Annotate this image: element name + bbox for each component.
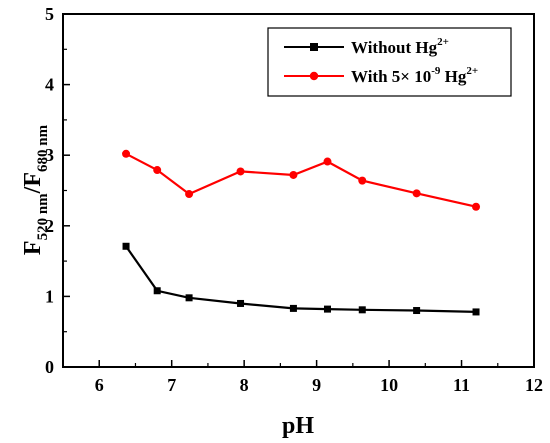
series-0-point — [185, 294, 193, 302]
x-tick-label: 7 — [167, 375, 176, 395]
legend-label-with-text2: Hg — [440, 67, 466, 86]
series-1-point — [323, 157, 332, 166]
series-0-point — [153, 287, 161, 295]
series-0-point — [237, 299, 245, 307]
y-axis-title-f1: F — [20, 240, 46, 255]
y-axis-title: F520 nm/F680 nm — [20, 124, 51, 255]
series-line-0 — [125, 245, 477, 313]
series-0-point — [122, 242, 130, 250]
x-tick-label: 10 — [380, 375, 398, 395]
legend-label-with-sup2: 2+ — [466, 65, 478, 77]
series-1-point — [289, 170, 298, 179]
legend-label-with-sup1: -9 — [431, 65, 441, 77]
series-layer — [122, 149, 481, 316]
series-0-point — [472, 308, 480, 316]
x-axis-ticks: 6 7 8 9 10 11 12 — [62, 360, 543, 395]
y-tick-label: 5 — [45, 4, 54, 24]
series-1-point — [358, 176, 367, 185]
y-tick-label: 2 — [45, 216, 54, 236]
legend-label-with-text: With 5× 10 — [351, 67, 431, 86]
legend-label-without-text: Without Hg — [351, 38, 438, 57]
series-line-1 — [125, 152, 477, 208]
x-tick-label: 6 — [95, 375, 104, 395]
y-tick-label: 4 — [45, 75, 54, 95]
legend-box — [267, 27, 512, 97]
y-tick-label: 1 — [45, 286, 54, 306]
series-1-point — [412, 189, 421, 198]
series-1-point — [122, 149, 131, 158]
series-0-point — [323, 305, 331, 313]
series-1-point — [153, 166, 162, 175]
legend-label-with: With 5× 10-9 Hg2+ — [351, 65, 478, 86]
series-0-point — [358, 306, 366, 314]
x-axis-title: pH — [282, 413, 314, 439]
y-tick-label: 3 — [45, 145, 54, 165]
y-axis-title-sub2: 680 nm — [35, 124, 51, 172]
y-tick-label: 0 — [45, 357, 54, 377]
x-tick-label: 11 — [453, 375, 470, 395]
x-tick-label: 8 — [240, 375, 249, 395]
legend-label-without: Without Hg2+ — [351, 36, 449, 57]
series-1-point — [185, 190, 194, 199]
series-0-point — [413, 307, 421, 315]
x-tick-label: 12 — [525, 375, 543, 395]
y-axis-ticks: 0 1 2 3 4 5 — [45, 4, 70, 377]
series-0-point — [289, 304, 297, 312]
x-tick-label: 9 — [312, 375, 321, 395]
legend-marker-with — [309, 71, 319, 81]
y-axis-title-slash: /F — [20, 172, 46, 194]
legend-marker-without — [310, 43, 318, 51]
y-axis-title-sub1: 520 nm — [35, 193, 51, 241]
series-1-point — [472, 202, 481, 211]
series-1-point — [236, 167, 245, 176]
legend-label-without-sup: 2+ — [437, 36, 449, 48]
legend: Without Hg2+ With 5× 10-9 Hg2+ — [267, 27, 512, 97]
